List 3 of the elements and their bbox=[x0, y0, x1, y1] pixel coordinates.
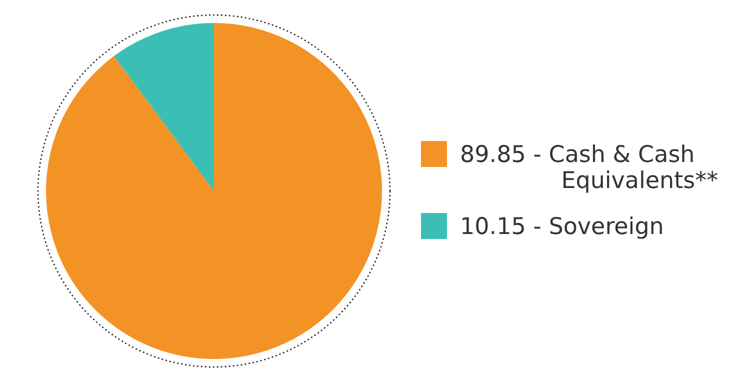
pie-slice bbox=[114, 23, 214, 191]
legend-label: 10.15 - Sovereign bbox=[460, 214, 664, 240]
legend-label: 89.85 - Cash & Cash Equivalents** bbox=[460, 142, 718, 194]
